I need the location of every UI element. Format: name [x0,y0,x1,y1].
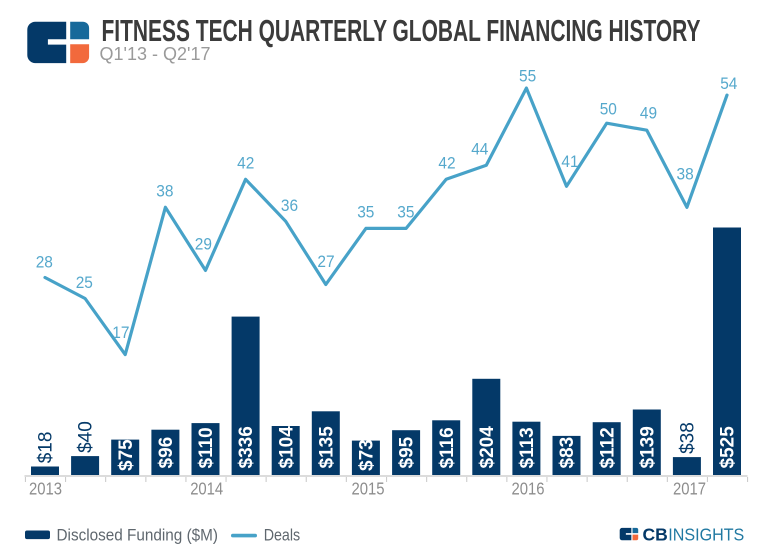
svg-text:2017: 2017 [673,478,706,498]
svg-text:$204: $204 [477,426,498,469]
svg-text:$96: $96 [156,437,177,469]
svg-text:2016: 2016 [512,478,545,498]
svg-text:42: 42 [438,154,455,172]
svg-text:Q1'13 - Q2'17: Q1'13 - Q2'17 [100,43,211,64]
svg-text:54: 54 [720,75,737,93]
svg-text:35: 35 [397,203,414,221]
svg-text:$40: $40 [76,421,97,453]
svg-text:27: 27 [317,253,334,271]
svg-text:CB: CB [643,524,668,544]
svg-text:$75: $75 [116,439,137,471]
svg-text:INSIGHTS: INSIGHTS [668,524,744,544]
svg-text:$38: $38 [678,422,699,454]
svg-text:$112: $112 [597,427,618,468]
svg-text:42: 42 [237,155,254,173]
svg-text:$73: $73 [357,439,378,471]
svg-text:29: 29 [195,236,212,254]
svg-text:49: 49 [640,105,657,123]
svg-text:55: 55 [519,68,536,86]
svg-text:FITNESS TECH QUARTERLY GLOBAL: FITNESS TECH QUARTERLY GLOBAL FINANCING … [102,13,701,48]
svg-text:$104: $104 [276,426,297,469]
svg-text:$336: $336 [236,426,257,468]
svg-text:17: 17 [112,324,129,342]
svg-text:28: 28 [36,254,53,272]
svg-text:35: 35 [357,203,374,221]
svg-text:2013: 2013 [29,478,62,498]
svg-text:Disclosed Funding ($M): Disclosed Funding ($M) [57,526,219,545]
svg-text:50: 50 [600,100,617,118]
svg-text:$95: $95 [397,436,418,468]
svg-text:$113: $113 [517,427,538,468]
svg-text:$135: $135 [316,426,337,469]
svg-text:36: 36 [281,197,298,215]
svg-text:$83: $83 [557,437,578,469]
svg-text:44: 44 [471,140,488,158]
svg-text:$525: $525 [718,426,739,469]
svg-text:2014: 2014 [190,478,223,498]
svg-text:$18: $18 [36,432,57,464]
svg-text:Deals: Deals [264,526,301,545]
svg-text:$110: $110 [196,427,217,468]
svg-text:38: 38 [156,182,173,200]
svg-text:41: 41 [561,153,578,171]
svg-text:38: 38 [677,165,694,183]
svg-text:25: 25 [76,274,93,292]
svg-text:2015: 2015 [352,478,385,498]
svg-text:$116: $116 [437,427,458,468]
svg-text:$139: $139 [637,426,658,468]
